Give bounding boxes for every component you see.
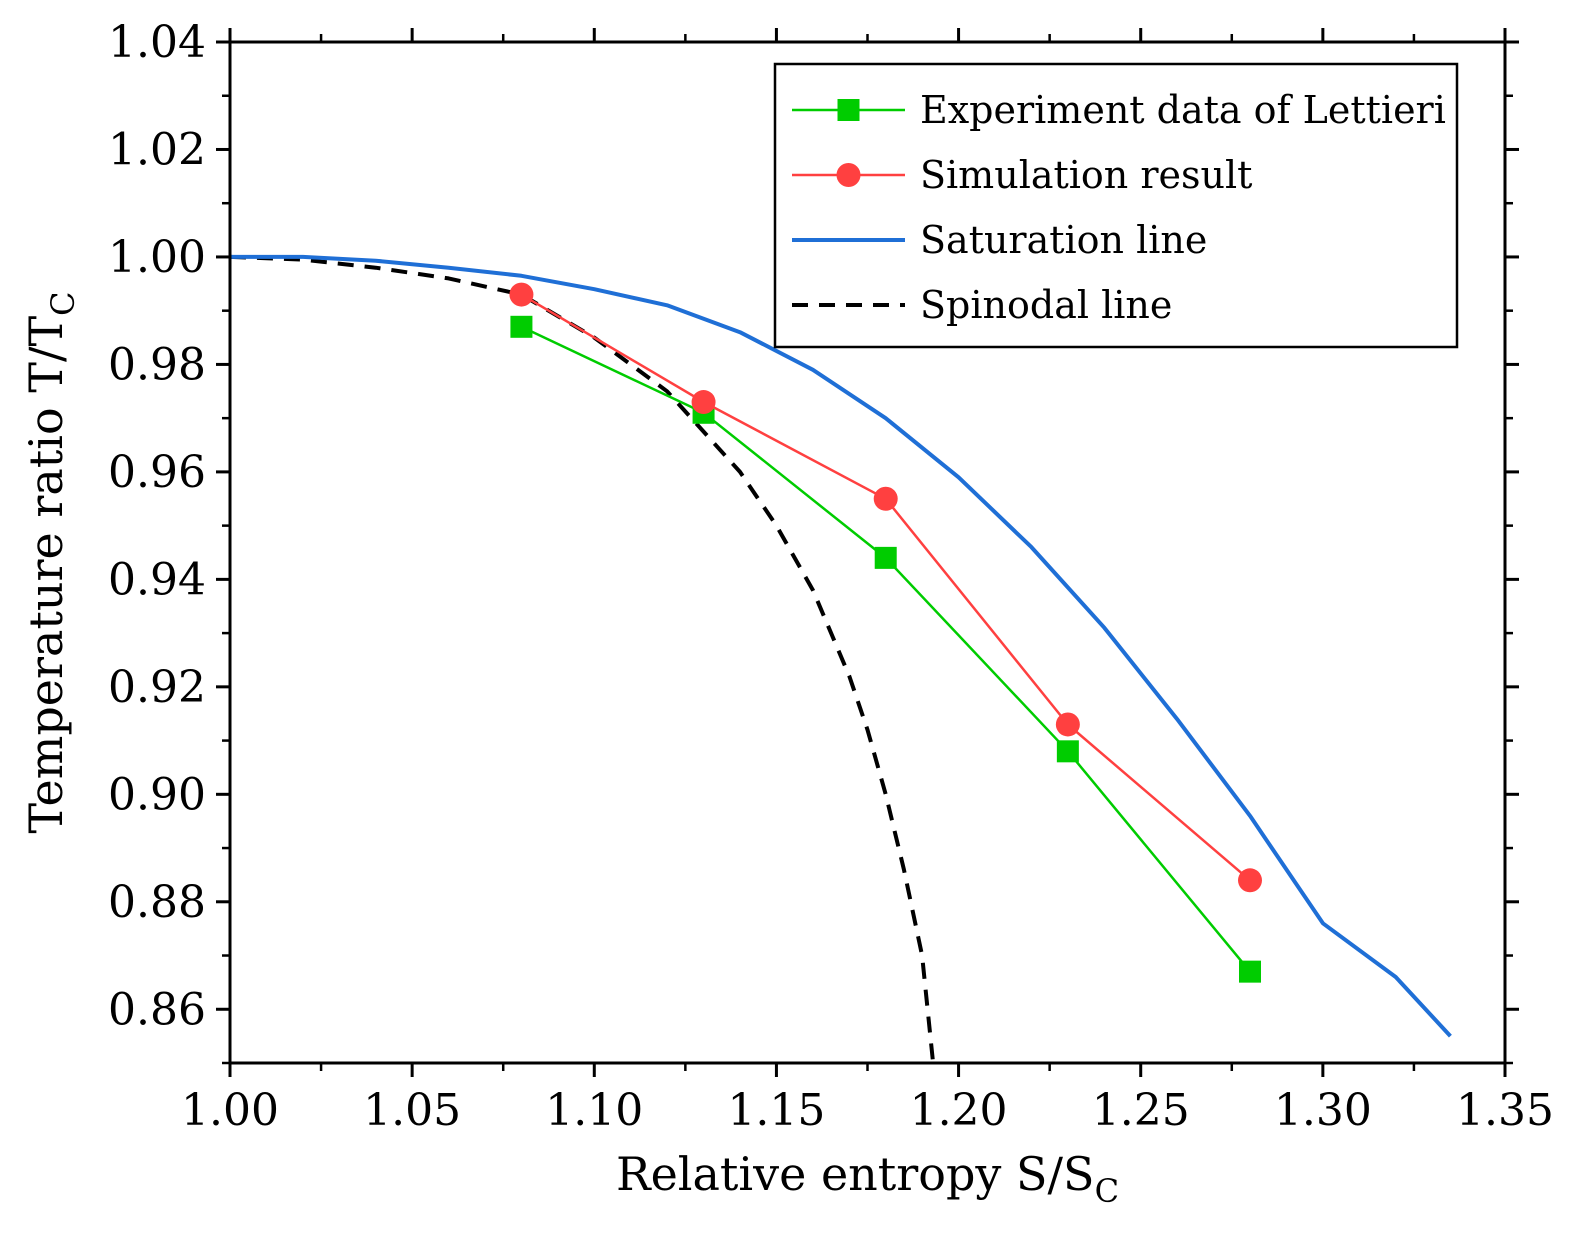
series-2 bbox=[230, 254, 1452, 1038]
simulation-marker bbox=[1055, 712, 1080, 737]
legend-label: Experiment data of Lettieri bbox=[920, 88, 1446, 132]
series-0 bbox=[510, 315, 1261, 983]
series-3 bbox=[229, 254, 936, 1064]
y-tick-label: 1.02 bbox=[108, 124, 206, 175]
legend-item: Simulation result bbox=[792, 153, 1252, 197]
y-tick-label: 0.90 bbox=[108, 769, 206, 820]
simulation-marker bbox=[509, 282, 534, 307]
x-tick-label: 1.20 bbox=[910, 1085, 1008, 1136]
legend-swatch-marker bbox=[837, 99, 860, 121]
y-axis-title: Temperature ratio T/TC bbox=[19, 291, 82, 833]
y-tick-label: 0.92 bbox=[108, 662, 206, 713]
y-tick-label: 0.86 bbox=[108, 984, 206, 1035]
experiment-marker bbox=[1239, 960, 1261, 983]
x-tick-label: 1.00 bbox=[181, 1085, 279, 1136]
experiment-marker bbox=[874, 546, 897, 569]
legend-label: Simulation result bbox=[920, 153, 1252, 197]
x-tick-label: 1.25 bbox=[1092, 1085, 1190, 1136]
y-axis-title-main: Temperature ratio T/T bbox=[19, 316, 73, 834]
y-tick-label: 0.96 bbox=[108, 447, 206, 498]
x-tick-label: 1.35 bbox=[1456, 1085, 1554, 1136]
axis-ticks: 1.00 1.05 1.10 1.15 1.20 1.25 1.30 1.35 0.86 0.88… bbox=[108, 17, 1554, 1136]
series-line bbox=[229, 254, 936, 1064]
legend: Experiment data of Lettieri Simulation re… bbox=[773, 62, 1459, 349]
x-tick-label: 1.15 bbox=[727, 1085, 825, 1136]
series-layer bbox=[229, 254, 1452, 1064]
experiment-marker bbox=[510, 315, 533, 338]
y-tick-label: 1.04 bbox=[108, 17, 206, 68]
y-tick-label: 0.88 bbox=[108, 877, 206, 928]
legend-item: Saturation line bbox=[792, 218, 1207, 262]
legend-items: Experiment data of Lettieri Simulation re… bbox=[792, 88, 1446, 327]
simulation-marker bbox=[1238, 868, 1262, 893]
x-tick-label: 1.05 bbox=[363, 1085, 461, 1136]
legend-item: Experiment data of Lettieri bbox=[792, 88, 1446, 132]
legend-label: Saturation line bbox=[920, 218, 1207, 262]
y-tick-label: 0.98 bbox=[108, 339, 206, 390]
legend-swatch-marker bbox=[836, 163, 861, 187]
x-axis-title-main: Relative entropy S/S bbox=[616, 1147, 1095, 1201]
x-tick-label: 1.30 bbox=[1274, 1085, 1372, 1136]
y-tick-label: 0.94 bbox=[108, 554, 206, 605]
y-axis-title-sub: C bbox=[44, 291, 82, 315]
x-axis-title: Relative entropy S/SC bbox=[616, 1147, 1119, 1210]
simulation-marker bbox=[873, 486, 898, 511]
simulation-marker bbox=[691, 390, 716, 415]
x-tick-label: 1.10 bbox=[545, 1085, 643, 1136]
series-line bbox=[230, 254, 1452, 1038]
x-axis-title-sub: C bbox=[1095, 1172, 1119, 1210]
experiment-marker bbox=[1056, 740, 1079, 763]
series-line bbox=[520, 325, 1251, 973]
legend-label: Spinodal line bbox=[920, 283, 1172, 327]
series-1 bbox=[509, 282, 1262, 893]
legend-item: Spinodal line bbox=[792, 283, 1172, 327]
y-tick-label: 1.00 bbox=[108, 232, 206, 283]
